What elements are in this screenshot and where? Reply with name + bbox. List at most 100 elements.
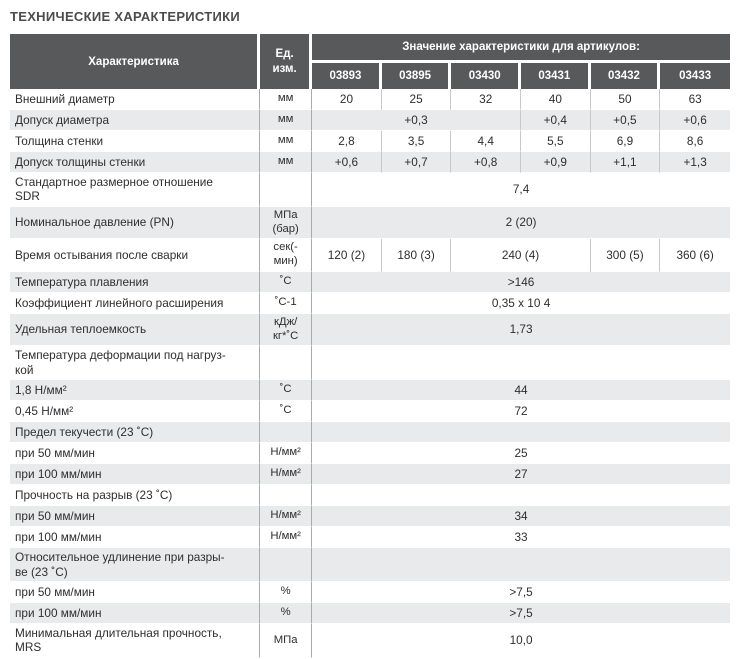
characteristic-cell: Стандартное размерное отношение SDR [10,173,261,207]
value-cell: +0,6 [312,152,382,173]
characteristic-cell: Внешний диаметр [10,89,261,110]
characteristic-cell: Номинальное давление (PN) [10,206,261,240]
header-characteristic: Характеристика [10,34,261,89]
table-row: Прочность на разрыв (23 ˚C) [10,485,730,507]
unit-cell: мм [260,152,313,173]
header-article: 03433 [660,63,730,89]
value-cell: 7,4 [312,173,730,207]
table-row: при 100 мм/мин Н/мм² 27 [10,464,730,486]
value-cell: 360 (6) [660,239,730,272]
unit-cell: ˚C-1 [260,292,313,314]
header-unit: Ед. изм. [260,34,313,89]
characteristic-cell: при 100 мм/мин [10,527,261,549]
unit-cell: мм [260,89,313,110]
unit-cell: ˚C [260,380,313,402]
characteristic-cell: Предел текучести (23 ˚C) [10,422,261,444]
header-article: 03431 [521,63,591,89]
characteristic-cell: Относительное удлинение при разры- ве (2… [10,548,261,583]
characteristic-cell: при 50 мм/мин [10,582,261,604]
characteristic-cell: Время остывания после сварки [10,239,261,272]
header-article: 03895 [381,63,452,89]
characteristic-cell: Коэффициент линейного расширения [10,292,261,314]
value-cell: 2 (20) [312,206,730,240]
characteristic-cell: Минимальная длительная прочность, MRS [10,624,261,658]
characteristic-cell: 1,8 Н/мм² [10,380,261,402]
table-row: при 100 мм/мин Н/мм² 33 [10,527,730,549]
table-row: Температура плавления ˚C >146 [10,271,730,293]
header-values-title: Значение характеристики для артикулов: [312,34,730,63]
value-cell: 2,8 [312,131,382,152]
value-cell: 34 [312,506,730,528]
value-cell: 240 (4) [451,239,591,272]
characteristic-cell: при 100 мм/мин [10,464,261,486]
characteristic-cell: при 50 мм/мин [10,506,261,528]
value-cell: 6,9 [590,131,661,152]
value-cell: 33 [312,527,730,549]
header-article: 03432 [590,63,661,89]
table-row: при 50 мм/мин Н/мм² 25 [10,443,730,465]
characteristic-cell: при 100 мм/мин [10,603,261,625]
value-cell: 4,4 [451,131,522,152]
value-cell: +0,4 [521,110,591,131]
unit-cell: МПа (бар) [260,206,313,240]
value-cell: 8,6 [660,131,730,152]
value-cell: 20 [312,89,382,110]
unit-cell: Н/мм² [260,464,313,486]
value-cell: +0,5 [590,110,661,131]
unit-cell [260,346,313,381]
value-cell [312,548,730,583]
value-cell: +0,7 [381,152,452,173]
value-cell: 120 (2) [312,239,382,272]
value-cell: +1,1 [590,152,661,173]
value-cell: +0,6 [660,110,730,131]
value-cell: +1,3 [660,152,730,173]
value-cell: >146 [312,271,730,293]
table-row: при 50 мм/мин% >7,5 [10,582,730,604]
value-cell: 32 [451,89,522,110]
characteristic-cell: Допуск толщины стенки [10,152,261,173]
unit-cell: % [260,603,313,625]
table-row: при 100 мм/мин% >7,5 [10,603,730,625]
page-title: ТЕХНИЧЕСКИЕ ХАРАКТЕРИСТИКИ [10,9,241,24]
value-cell: 50 [590,89,661,110]
value-cell: +0,8 [451,152,522,173]
table-body: Внешний диаметр мм 20 25 32 40 50 63 Допуск диам… [10,89,730,658]
unit-cell [260,485,313,507]
value-cell [312,346,730,381]
value-cell: 27 [312,464,730,486]
unit-cell [260,422,313,444]
value-cell: >7,5 [312,603,730,625]
value-cell: 25 [312,443,730,465]
characteristic-cell: Прочность на разрыв (23 ˚C) [10,485,261,507]
value-cell [312,485,730,507]
table-row: Стандартное размерное отношение SDR 7,4 [10,173,730,207]
value-cell: 300 (5) [590,239,661,272]
value-cell: 3,5 [381,131,452,152]
unit-cell [260,548,313,583]
characteristic-cell: Толщина стенки [10,131,261,152]
table-row: Относительное удлинение при разры- ве (2… [10,548,730,583]
value-cell: 44 [312,380,730,402]
value-cell: 180 (3) [381,239,452,272]
table-header: Характеристика Ед. изм. Значение характе… [10,34,730,89]
value-cell: 40 [521,89,591,110]
value-cell: 5,5 [521,131,591,152]
characteristic-cell: при 50 мм/мин [10,443,261,465]
value-cell: +0,3 [312,110,522,131]
unit-cell: МПа [260,624,313,658]
value-cell: 1,73 [312,313,730,347]
unit-cell: ˚C [260,271,313,293]
table-row: Внешний диаметр мм 20 25 32 40 50 63 [10,89,730,110]
value-cell: 10,0 [312,624,730,658]
characteristic-cell: Температура плавления [10,271,261,293]
table-row: Допуск диаметра мм +0,3 +0,4 +0,5 +0,6 [10,110,730,131]
unit-cell: ˚C [260,401,313,423]
unit-cell: Н/мм² [260,443,313,465]
unit-cell: кДж/ кг*˚C [260,313,313,347]
table-row: 0,45 Н/мм² ˚C 72 [10,401,730,423]
table-row: Допуск толщины стенки мм +0,6 +0,7 +0,8 +0,9 +… [10,152,730,173]
table-row: при 50 мм/мин Н/мм² 34 [10,506,730,528]
header-row-articles: 03893 03895 03430 03431 03432 03433 [10,63,730,89]
table-row: Время остывания после сварки сек(- мин) 12… [10,239,730,272]
value-cell: 25 [381,89,452,110]
